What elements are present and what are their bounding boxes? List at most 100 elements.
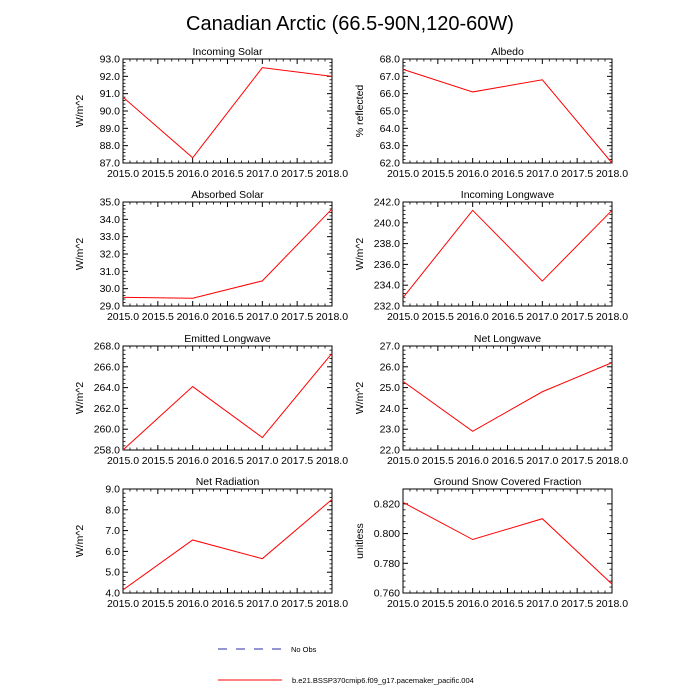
net-radiation-ytick-label: 8.0 bbox=[105, 504, 120, 516]
net-radiation-xtick-label: 2016.5 bbox=[211, 598, 243, 610]
incoming-solar-ytick-label: 88.0 bbox=[100, 140, 121, 152]
incoming-longwave-ylabel: W/m^2 bbox=[354, 238, 366, 271]
incoming-solar-xtick-label: 2017.5 bbox=[281, 168, 313, 180]
net-radiation-ytick-label: 4.0 bbox=[105, 588, 120, 600]
net-longwave-ytick-label: 22.0 bbox=[380, 445, 401, 457]
net-radiation-xtick-label: 2016.0 bbox=[177, 598, 209, 610]
emitted-longwave-xtick-label: 2017.5 bbox=[281, 455, 313, 467]
absorbed-solar-ytick-label: 35.0 bbox=[100, 197, 121, 209]
net-longwave-ytick-label: 26.0 bbox=[380, 361, 401, 373]
net-longwave-ytick-label: 24.0 bbox=[380, 403, 401, 415]
incoming-longwave-xtick-label: 2017.5 bbox=[561, 311, 593, 323]
emitted-longwave-xtick-label: 2016.0 bbox=[177, 455, 209, 467]
emitted-longwave-xtick-label: 2016.5 bbox=[211, 455, 243, 467]
albedo-xtick-label: 2015.0 bbox=[387, 168, 419, 180]
absorbed-solar-xtick-label: 2018.0 bbox=[316, 311, 348, 323]
incoming-solar-ytick-label: 90.0 bbox=[100, 106, 121, 118]
net-longwave-xtick-label: 2018.0 bbox=[596, 455, 628, 467]
ground-snow-covered-fraction-xtick-label: 2017.0 bbox=[526, 598, 558, 610]
albedo-xtick-label: 2018.0 bbox=[596, 168, 628, 180]
absorbed-solar-series-line bbox=[122, 208, 333, 299]
net-longwave-title: Net Longwave bbox=[474, 333, 541, 345]
incoming-solar-ytick-label: 87.0 bbox=[100, 158, 121, 170]
incoming-solar-ytick-label: 93.0 bbox=[100, 54, 121, 66]
albedo-ytick-label: 63.0 bbox=[380, 140, 401, 152]
emitted-longwave-xtick-label: 2015.5 bbox=[142, 455, 174, 467]
net-longwave-xtick-label: 2017.5 bbox=[561, 455, 593, 467]
absorbed-solar-ytick-label: 30.0 bbox=[100, 283, 121, 295]
albedo-xtick-label: 2017.5 bbox=[561, 168, 593, 180]
emitted-longwave-xtick-label: 2017.0 bbox=[246, 455, 278, 467]
emitted-longwave-ytick-label: 260.0 bbox=[94, 424, 120, 436]
incoming-solar-ytick-label: 92.0 bbox=[100, 71, 121, 83]
incoming-longwave-xtick-label: 2015.5 bbox=[422, 311, 454, 323]
emitted-longwave-series-line bbox=[122, 352, 333, 451]
albedo-xtick-label: 2017.0 bbox=[526, 168, 558, 180]
emitted-longwave-xtick-label: 2015.0 bbox=[107, 455, 139, 467]
absorbed-solar-xtick-label: 2017.0 bbox=[246, 311, 278, 323]
incoming-solar-ytick-label: 89.0 bbox=[100, 123, 121, 135]
emitted-longwave-ylabel: W/m^2 bbox=[74, 382, 86, 415]
albedo-ytick-label: 68.0 bbox=[380, 54, 401, 66]
emitted-longwave-ytick-label: 264.0 bbox=[94, 382, 120, 394]
incoming-solar-xtick-label: 2018.0 bbox=[316, 168, 348, 180]
net-longwave-xtick-label: 2016.5 bbox=[491, 455, 523, 467]
net-longwave-xtick-label: 2015.0 bbox=[387, 455, 419, 467]
net-radiation-xtick-label: 2018.0 bbox=[316, 598, 348, 610]
absorbed-solar-xtick-label: 2015.5 bbox=[142, 311, 174, 323]
net-longwave-ytick-label: 25.0 bbox=[380, 382, 401, 394]
absorbed-solar-ylabel: W/m^2 bbox=[74, 238, 86, 271]
albedo-xtick-label: 2016.0 bbox=[457, 168, 489, 180]
net-radiation-xtick-label: 2015.5 bbox=[142, 598, 174, 610]
incoming-longwave-frame bbox=[402, 201, 613, 307]
ground-snow-covered-fraction-ytick-label: 0.800 bbox=[374, 528, 400, 540]
net-radiation-ylabel: W/m^2 bbox=[74, 525, 86, 558]
ground-snow-covered-fraction-ytick-label: 0.820 bbox=[374, 498, 400, 510]
albedo-ytick-label: 62.0 bbox=[380, 158, 401, 170]
albedo-series-line bbox=[402, 68, 613, 164]
incoming-solar-ylabel: W/m^2 bbox=[74, 95, 86, 128]
ground-snow-covered-fraction-xtick-label: 2017.5 bbox=[561, 598, 593, 610]
incoming-longwave-xtick-label: 2016.0 bbox=[457, 311, 489, 323]
incoming-longwave-xtick-label: 2015.0 bbox=[387, 311, 419, 323]
net-longwave-frame bbox=[402, 345, 613, 451]
net-radiation-ytick-label: 9.0 bbox=[105, 484, 120, 496]
albedo-xtick-label: 2016.5 bbox=[491, 168, 523, 180]
incoming-longwave-ytick-label: 234.0 bbox=[374, 280, 400, 292]
legend-model-label: b.e21.BSSP370cmip6.f09_g17.pacemaker_pac… bbox=[292, 676, 474, 685]
emitted-longwave-title: Emitted Longwave bbox=[184, 333, 271, 345]
net-radiation-xtick-label: 2015.0 bbox=[107, 598, 139, 610]
absorbed-solar-ytick-label: 32.0 bbox=[100, 249, 121, 261]
albedo-ylabel: % reflected bbox=[354, 85, 366, 138]
emitted-longwave-xtick-label: 2018.0 bbox=[316, 455, 348, 467]
absorbed-solar-xtick-label: 2016.0 bbox=[177, 311, 209, 323]
ground-snow-covered-fraction-xtick-label: 2015.0 bbox=[387, 598, 419, 610]
ground-snow-covered-fraction-series-line bbox=[402, 501, 613, 585]
absorbed-solar-xtick-label: 2015.0 bbox=[107, 311, 139, 323]
incoming-longwave-ytick-label: 240.0 bbox=[374, 217, 400, 229]
legend-no-obs-label: No Obs bbox=[291, 645, 317, 654]
net-longwave-ylabel: W/m^2 bbox=[354, 382, 366, 415]
legend: No Obs b.e21.BSSP370cmip6.f09_g17.pacema… bbox=[218, 645, 474, 685]
ground-snow-covered-fraction-title: Ground Snow Covered Fraction bbox=[434, 476, 582, 488]
absorbed-solar-ytick-label: 33.0 bbox=[100, 231, 121, 243]
net-radiation-series-line bbox=[122, 499, 333, 591]
albedo-frame bbox=[402, 58, 613, 164]
incoming-solar-xtick-label: 2017.0 bbox=[246, 168, 278, 180]
incoming-longwave-series-line bbox=[402, 209, 613, 298]
emitted-longwave-ytick-label: 268.0 bbox=[94, 341, 120, 353]
panel-albedo: Albedo 2015.0 2015.5 2016.0 2016.5 2017.0 2017… bbox=[354, 46, 628, 180]
net-longwave-ytick-label: 27.0 bbox=[380, 341, 401, 353]
absorbed-solar-ytick-label: 29.0 bbox=[100, 301, 121, 313]
incoming-solar-title: Incoming Solar bbox=[192, 46, 263, 58]
panel-incoming-longwave: Incoming Longwave 2015.0 2015.5 2016.0 2016.… bbox=[354, 189, 628, 323]
incoming-solar-frame bbox=[122, 58, 333, 164]
emitted-longwave-frame bbox=[122, 345, 333, 451]
absorbed-solar-frame bbox=[122, 201, 333, 307]
albedo-ytick-label: 66.0 bbox=[380, 88, 401, 100]
